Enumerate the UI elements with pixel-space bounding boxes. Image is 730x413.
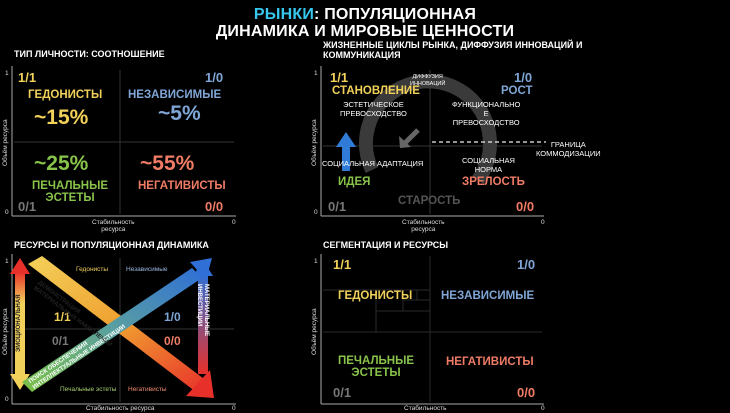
panel-tl-tick-y-bottom: 0 [5,209,9,216]
panel-tr-title-2: КОММУНИКАЦИЯ [323,50,401,60]
panel-tr-functional-2: Е [483,109,489,118]
panel-tr-x-label-1: Стабильность [402,219,445,226]
panel-tl-independent-pct: ~5% [158,102,201,125]
panel-tl-corner-00: 0/0 [205,199,224,214]
panel-tr-corner-00: 0/0 [516,199,535,214]
panel-tr-boundary: ГРАНИЦА КОММОДИЗАЦИИ [536,140,601,158]
title-accent: РЫНКИ [253,6,315,23]
panel-bl-tick-y-bottom: 0 [5,396,9,403]
panel-tr-growth: РОСТ [501,85,533,97]
panel-tr-tick-y-bottom: 0 [314,209,318,216]
panel-bl-corner-11: 1/1 [54,310,71,324]
life-cycle-arc [359,74,497,185]
panel-tl-tick-x-right: 0 [232,219,236,226]
panel-tl-negativists-label: НЕГАТИВИСТЫ [138,180,226,192]
panel-br-x-label: Стабильность [404,405,447,412]
panel-tr-corner-01: 0/1 [328,199,347,214]
panel-tr-tick-x-right: 0 [541,219,545,226]
panel-tl-x-label-2: ресурса [101,226,126,233]
panel-bl-corner-00: 0/0 [164,334,181,348]
blue-up-arrow [336,132,356,171]
panel-tr-maturity: ЗРЕЛОСТЬ [462,176,525,188]
panel-tl-x-label: Стабильность ресурса [92,219,135,233]
panel-br-sad-2: ЭСТЕТЫ [351,367,401,379]
panel-tr-corner-11: 1/1 [330,70,349,85]
panel-tr-corner-10: 1/0 [514,70,533,85]
panel-br-sad: ПЕЧАЛЬНЫЕ ЭСТЕТЫ [338,355,414,379]
panel-tr-formation: СТАНОВЛЕНИЕ [332,85,420,97]
panel-br-independent: НЕЗАВИСИМЫЕ [441,290,535,302]
panel-bl-title: РЕСУРСЫ И ПОПУЛЯЦИОННАЯ ДИНАМИКА [14,240,209,250]
bl-diagonal-green-blue-arrow [22,258,212,392]
panel-br-negativists: НЕГАТИВИСТЫ [446,356,534,368]
panel-bl-independent: Независимые [126,266,168,273]
panel-bl-corner-01: 0/1 [52,334,69,348]
panel-br-hedonists: ГЕДОНИСТЫ [338,290,413,302]
panel-tr-old-age: СТАРОСТЬ [398,195,461,207]
panel-tr-tick-y-top: 1 [314,70,318,77]
panel-tl-corner-11: 1/1 [18,70,37,85]
panel-tr-social-norm: СОЦИАЛЬНАЯ НОРМА [462,156,515,174]
panel-tl-sad-label: ПЕЧАЛЬНЫЕ ЭСТЕТЫ [32,180,108,204]
bl-left-vertical-arrow [10,258,30,390]
panel-tr-x-label-2: ресурса [411,226,436,233]
title-rest: : ПОПУЛЯЦИОННАЯ [314,6,477,23]
panel-tl-sad-pct: ~25% [34,152,89,175]
panel-tr-aesthetic-2: ПРЕВОСХОДСТВО [340,109,407,118]
panel-tr-boundary-2: КОММОДИЗАЦИИ [536,149,601,158]
panel-tr-title-1: ЖИЗНЕННЫЕ ЦИКЛЫ РЫНКА, ДИФФУЗИЯ ИННОВАЦИ… [323,40,583,50]
grey-diagonal-arrow [399,128,420,148]
panel-br-corner-01: 0/1 [333,385,352,400]
panel-tr-social-adaptation: СОЦИАЛЬНАЯ АДАПТАЦИЯ [322,159,424,168]
panel-tr-x-label: Стабильность ресурса [402,219,445,233]
panel-tl-corner-10: 1/0 [205,70,224,85]
panel-tr-functional: ФУНКЦИОНАЛЬНО Е ПРЕВОСХОДСТВО [452,100,520,127]
panel-br-y-label: Объём ресурса [311,308,318,355]
panel-tr-social-norm-1: СОЦИАЛЬНАЯ [462,156,515,165]
panel-tr-idea: ИДЕЯ [338,176,371,188]
panel-bl-negativists: Негативисты [128,386,167,393]
panel-br-sad-1: ПЕЧАЛЬНЫЕ [338,355,415,367]
panel-tl-negativists-pct: ~55% [140,152,195,175]
panel-tl-sad-1: ПЕЧАЛЬНЫЕ [32,180,109,192]
panel-tl-corner-01: 0/1 [18,199,37,214]
panel-tl-independent-label: НЕЗАВИСИМЫЕ [128,89,222,101]
panel-bl-tick-y-top: 1 [5,258,9,265]
panel-tr-social-norm-2: НОРМА [474,165,503,174]
panel-bl-x-label: Стабильность ресурса [86,405,155,412]
main-title-line-1: РЫНКИ: ПОПУЛЯЦИОННАЯ [0,6,730,24]
panel-bl-tick-x-right: 0 [232,405,236,412]
panel-tr-title: ЖИЗНЕННЫЕ ЦИКЛЫ РЫНКА, ДИФФУЗИЯ ИННОВАЦИ… [323,40,582,60]
panel-tl-hedonists-pct: ~15% [34,106,89,129]
panel-tr-diffusion-1: ДИФФУЗИЯ [412,74,443,80]
panel-br-corner-11: 1/1 [333,257,352,272]
main-title-line-2: ДИНАМИКА И МИРОВЫЕ ЦЕННОСТИ [215,23,515,40]
panel-bl-corner-10: 1/0 [164,310,181,324]
panel-br-title: СЕГМЕНТАЦИЯ И РЕСУРСЫ [323,240,449,250]
panel-tl-hedonists-label: ГЕДОНИСТЫ [28,89,103,101]
panel-tr-diffusion-2: ИННОВАЦИЙ [410,81,446,87]
panel-tr-diffusion: ДИФФУЗИЯ ИННОВАЦИЙ [410,74,445,88]
panel-br-corner-10: 1/0 [517,257,536,272]
panel-tr-aesthetic: ЭСТЕТИЧЕСКОЕ ПРЕВОСХОДСТВО [340,100,407,118]
panel-br-tick-y-top: 1 [314,258,318,265]
panel-tl-title: ТИП ЛИЧНОСТИ: СООТНОШЕНИЕ [14,49,165,59]
panel-tr-aesthetic-1: ЭСТЕТИЧЕСКОЕ [343,100,404,109]
panel-tl-tick-y-top: 1 [5,70,9,77]
panel-tr-boundary-1: ГРАНИЦА [550,140,586,149]
panel-br-corner-00: 0/0 [517,385,536,400]
panel-tl-sad-2: ЭСТЕТЫ [45,192,95,204]
panel-bl-sad: Печальные эстеты [60,386,117,393]
panel-tl-x-label-1: Стабильность [92,219,135,226]
panel-br-tick-x-right: 0 [541,405,545,412]
panel-tr-functional-3: ПРЕВОСХОДСТВО [452,118,520,127]
panel-bl-hedonists: Гедонисты [76,266,109,273]
panel-tr-functional-1: ФУНКЦИОНАЛЬНО [452,100,521,109]
